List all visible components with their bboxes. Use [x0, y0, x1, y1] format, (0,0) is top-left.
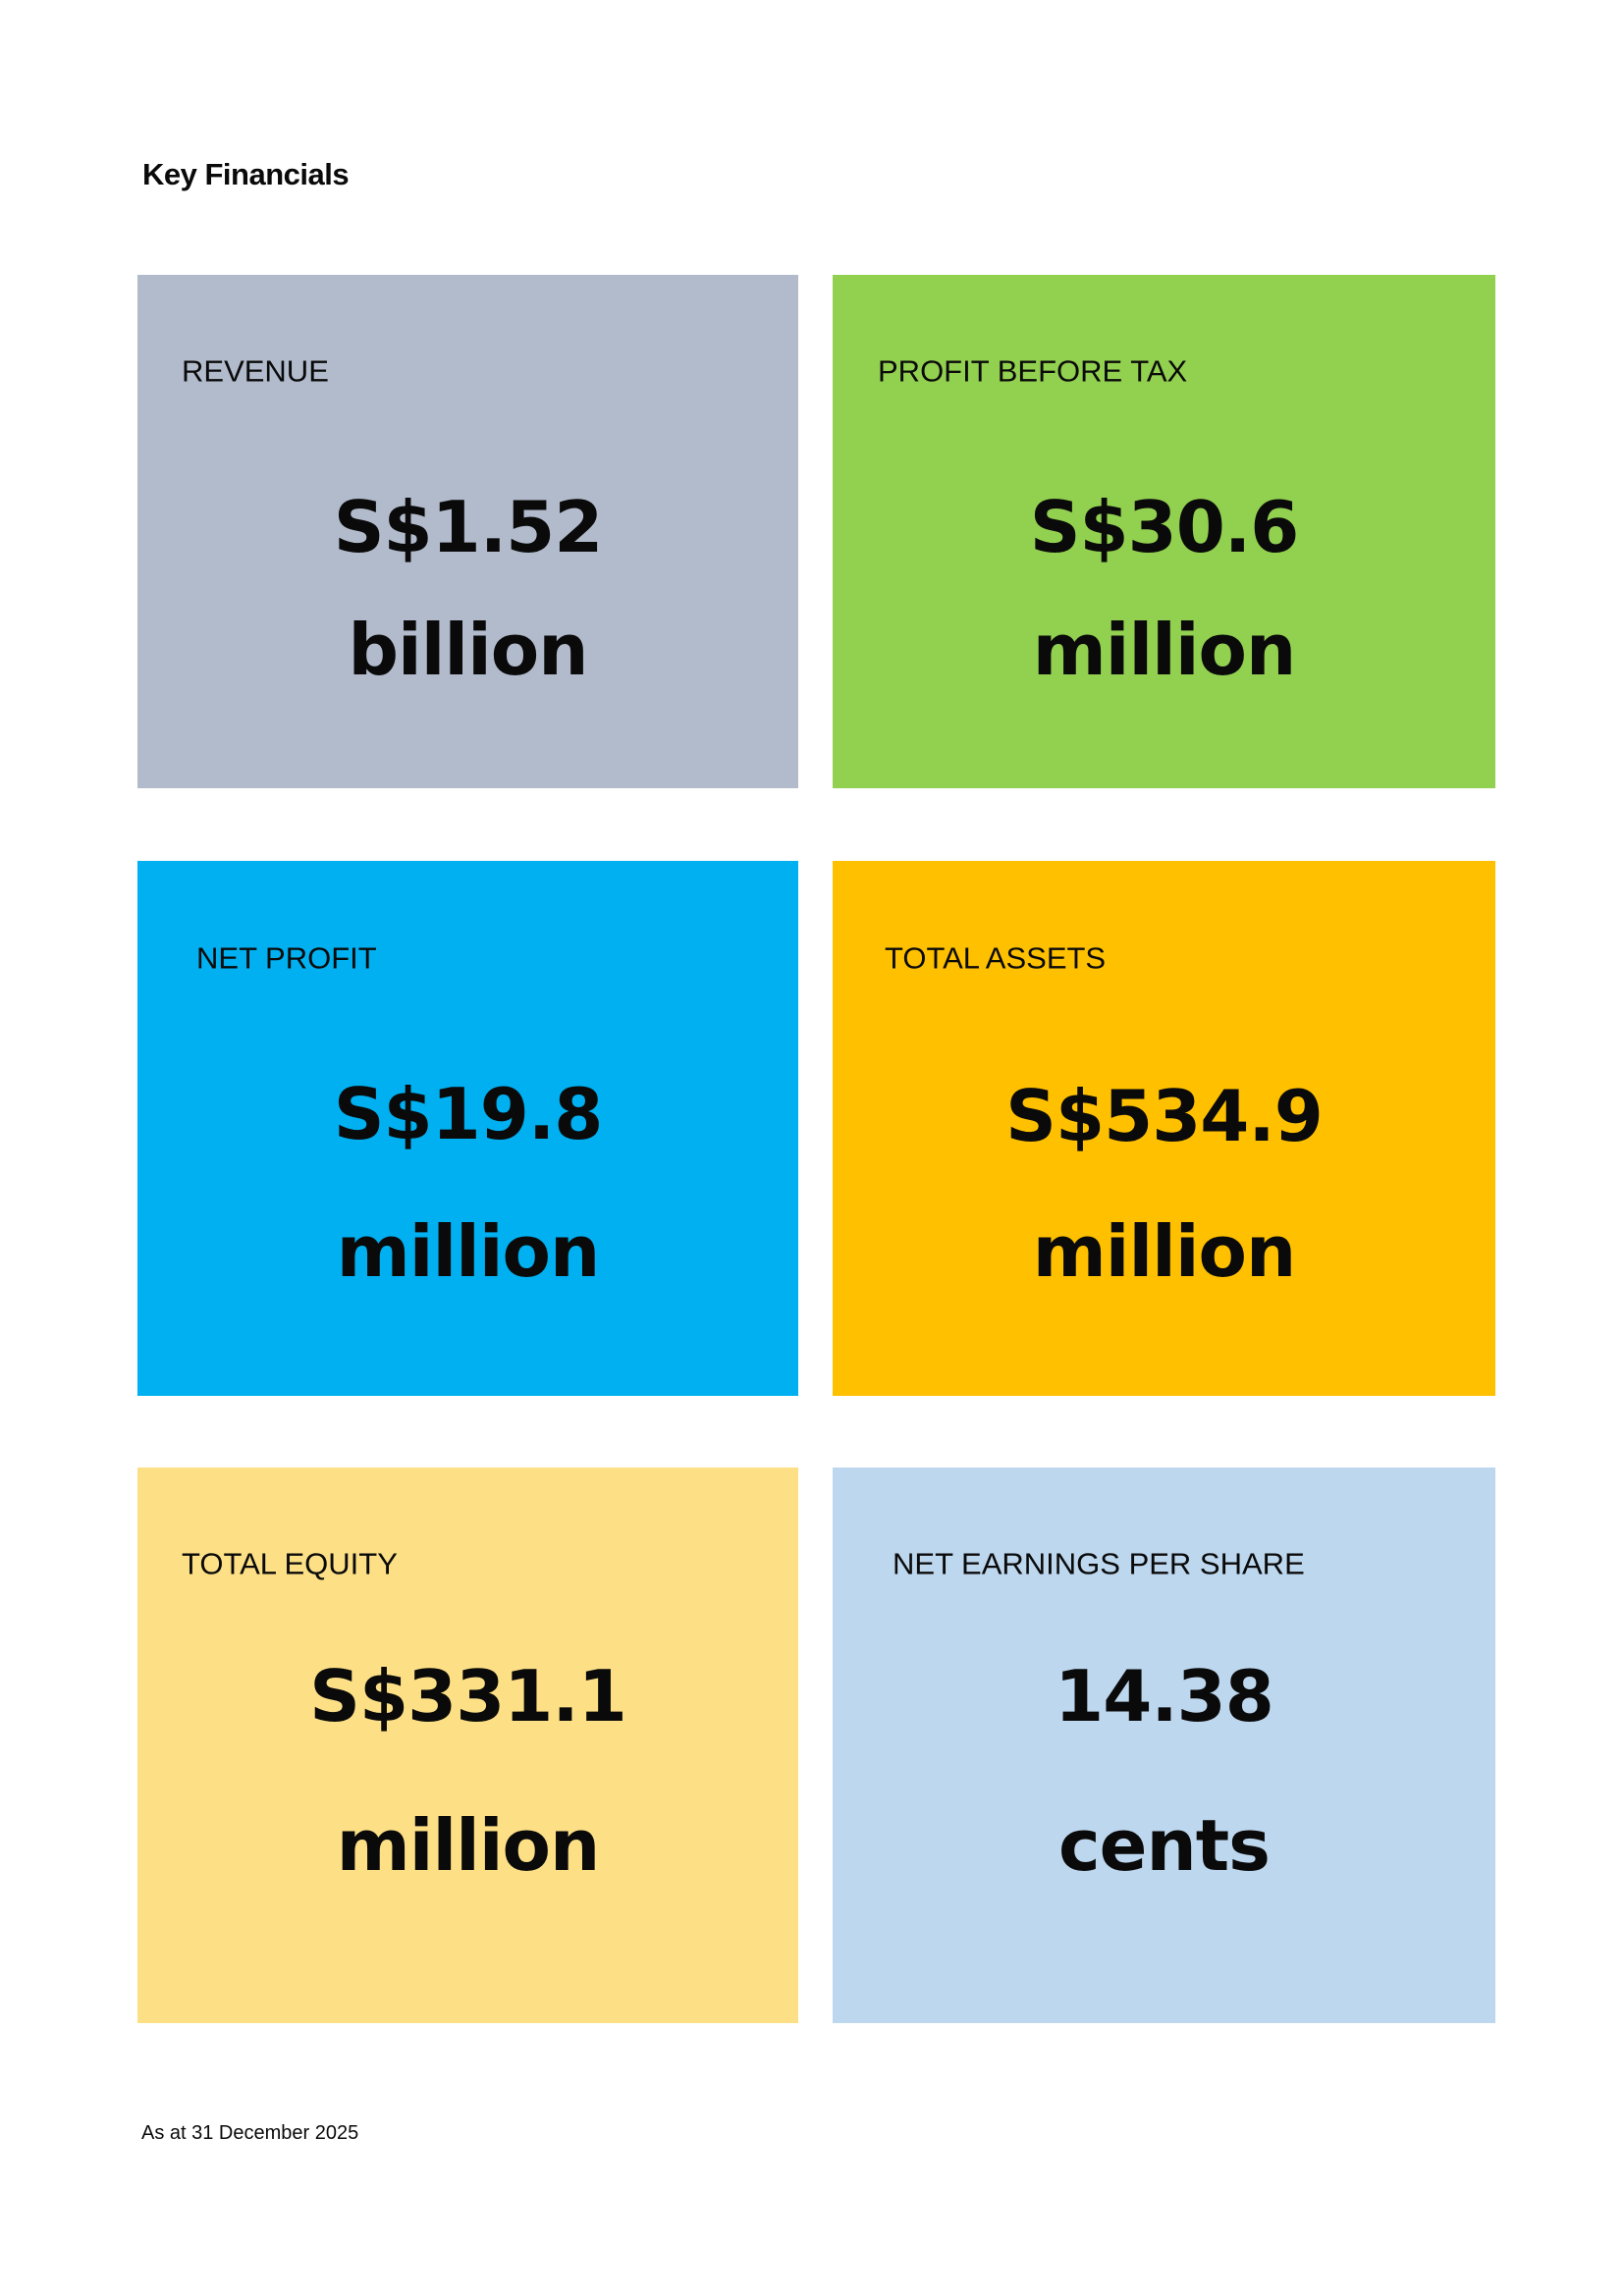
card-net-earnings-per-share: NET EARNINGS PER SHARE 14.38 cents	[833, 1468, 1495, 2023]
card-label: NET EARNINGS PER SHARE	[893, 1546, 1305, 1581]
card-label: REVENUE	[182, 353, 329, 389]
card-profit-before-tax: PROFIT BEFORE TAX S$30.6 million	[833, 275, 1495, 788]
card-value: 14.38	[1055, 1655, 1274, 1737]
card-label: NET PROFIT	[196, 940, 377, 976]
card-value: S$331.1	[309, 1655, 627, 1737]
card-value: S$534.9	[1005, 1075, 1324, 1157]
card-unit: million	[336, 1210, 600, 1293]
card-label: TOTAL EQUITY	[182, 1546, 398, 1581]
card-net-profit: NET PROFIT S$19.8 million	[137, 861, 798, 1396]
card-label: PROFIT BEFORE TAX	[878, 353, 1188, 389]
card-unit: million	[1032, 609, 1296, 691]
card-value: S$1.52	[333, 486, 604, 568]
footnote-date: As at 31 December 2025	[141, 2122, 359, 2144]
page-title: Key Financials	[142, 157, 350, 191]
card-revenue: REVENUE S$1.52 billion	[137, 275, 798, 788]
card-total-equity: TOTAL EQUITY S$331.1 million	[137, 1468, 798, 2023]
card-label: TOTAL ASSETS	[885, 940, 1107, 976]
card-value: S$19.8	[333, 1073, 604, 1155]
card-unit: cents	[1057, 1804, 1271, 1887]
card-unit: billion	[348, 609, 589, 691]
card-unit: million	[336, 1804, 600, 1887]
card-unit: million	[1032, 1210, 1296, 1293]
card-total-assets: TOTAL ASSETS S$534.9 million	[833, 861, 1495, 1396]
card-value: S$30.6	[1029, 486, 1300, 568]
